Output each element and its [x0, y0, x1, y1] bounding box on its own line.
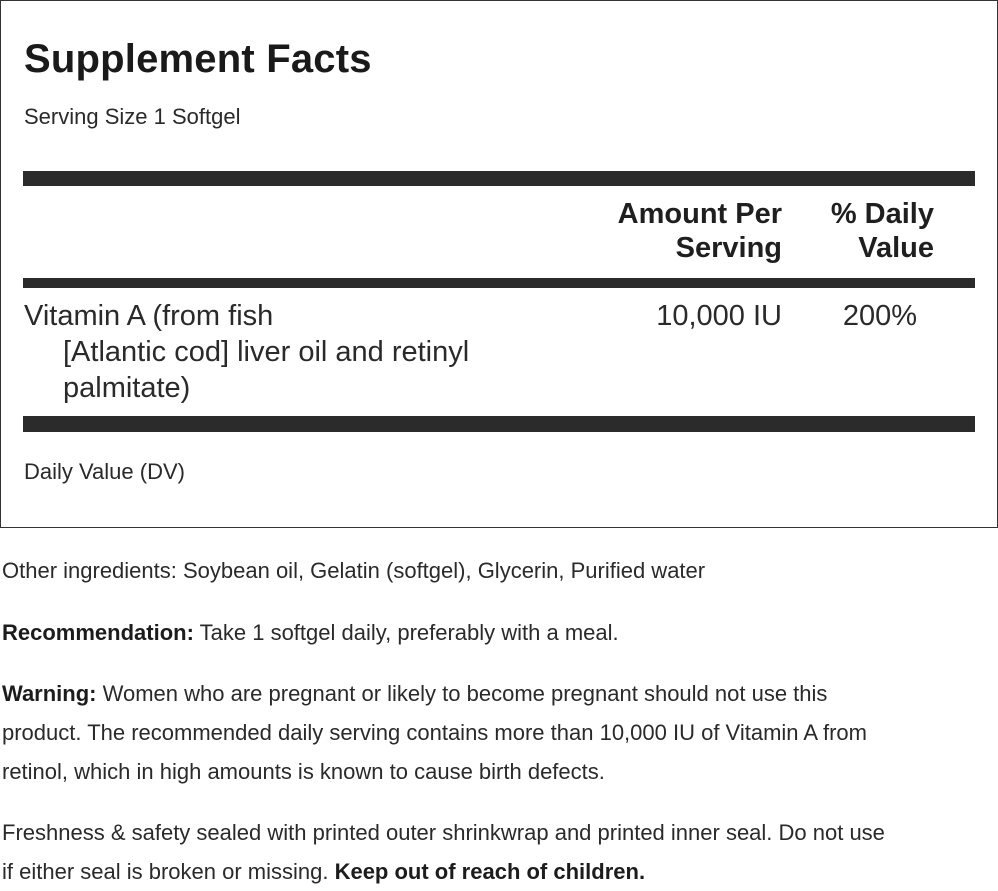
daily-value-footnote: Daily Value (DV)	[24, 459, 185, 484]
warning: Warning: Women who are pregnant or likel…	[2, 674, 992, 791]
recommendation-text: Take 1 softgel daily, preferably with a …	[193, 620, 619, 645]
keep-out-of-reach: Keep out of reach of children.	[334, 859, 646, 884]
amount-header-line2: Serving	[675, 232, 782, 264]
serving-size: Serving Size 1 Softgel	[24, 104, 241, 129]
nutrient-daily-value: 200%	[842, 300, 917, 332]
amount-header-line1: Amount Per	[617, 198, 782, 230]
facts-title: Supplement Facts	[24, 37, 372, 81]
nutrient-name: Vitamin A (from fish [Atlantic cod] live…	[24, 298, 544, 406]
freshness-line1: Freshness & safety sealed with printed o…	[2, 820, 885, 845]
freshness-line2-text: if either seal is broken or missing.	[2, 859, 335, 884]
nutrient-name-line1: Vitamin A (from fish	[24, 300, 274, 332]
header-divider	[23, 278, 975, 288]
warning-line1: Warning: Women who are pregnant or likel…	[2, 674, 992, 713]
top-divider	[23, 171, 975, 186]
freshness-line2: if either seal is broken or missing. Kee…	[2, 852, 992, 891]
freshness-notice: Freshness & safety sealed with printed o…	[2, 813, 992, 891]
other-ingredients: Other ingredients: Soybean oil, Gelatin …	[2, 558, 706, 583]
daily-value-header: % Daily Value	[794, 197, 934, 265]
nutrient-name-line3: palmitate)	[63, 372, 191, 404]
warning-text-line1: Women who are pregnant or likely to beco…	[96, 681, 828, 706]
recommendation-label: Recommendation:	[2, 620, 194, 645]
recommendation: Recommendation: Take 1 softgel daily, pr…	[2, 613, 992, 652]
amount-per-serving-header: Amount Per Serving	[562, 197, 782, 265]
dv-header-line1: % Daily	[830, 198, 934, 230]
bottom-divider	[23, 416, 975, 432]
nutrient-amount: 10,000 IU	[656, 300, 782, 332]
supplement-facts-panel: Supplement Facts Serving Size 1 Softgel …	[0, 0, 998, 528]
warning-label: Warning:	[2, 681, 97, 706]
warning-line3: retinol, which in high amounts is known …	[2, 759, 605, 784]
warning-line2: product. The recommended daily serving c…	[2, 720, 867, 745]
nutrient-name-line2: [Atlantic cod] liver oil and retinyl	[63, 336, 470, 368]
dv-header-line2: Value	[858, 232, 934, 264]
